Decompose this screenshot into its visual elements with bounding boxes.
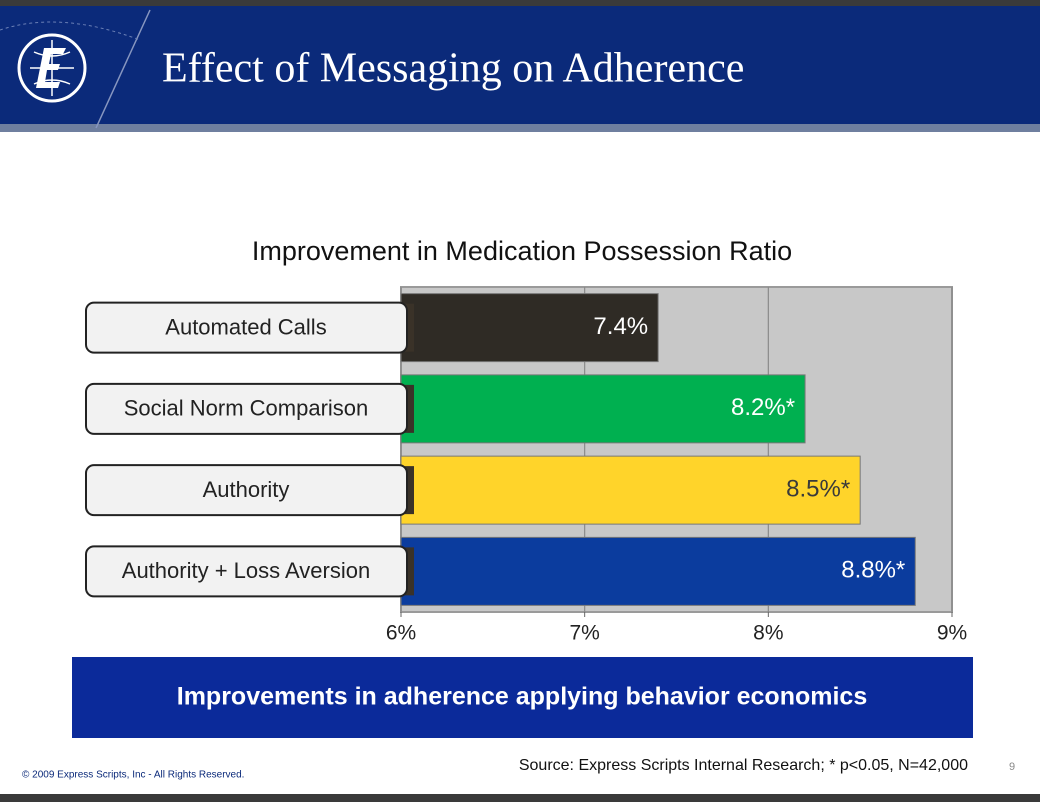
header-decoration xyxy=(0,21,141,41)
label-shadow xyxy=(404,466,414,515)
copyright: © 2009 Express Scripts, Inc - All Rights… xyxy=(22,770,244,781)
x-tick-label: 6% xyxy=(386,622,416,645)
bar xyxy=(400,536,916,606)
header-rule xyxy=(0,124,1040,132)
category-labels: Automated Calls Social Norm Comparison Aut… xyxy=(85,301,414,598)
value-label: 8.2%* xyxy=(731,394,795,421)
label-box xyxy=(85,301,408,354)
value-label: 8.5%* xyxy=(786,475,850,502)
chart-title: Improvement in Medication Possession Rat… xyxy=(252,236,792,266)
x-tick-label: 7% xyxy=(569,622,599,645)
category-label: Authority xyxy=(203,477,290,502)
logo xyxy=(17,33,87,103)
bar xyxy=(400,455,861,525)
bar xyxy=(400,374,806,444)
value-label: 8.8%* xyxy=(841,557,905,584)
label-shadow xyxy=(404,547,414,596)
category-label: Automated Calls xyxy=(165,314,326,339)
category-label: Social Norm Comparison xyxy=(124,396,369,421)
x-tick-label: 9% xyxy=(937,622,967,645)
label-box xyxy=(85,545,408,598)
label-box xyxy=(85,464,408,517)
label-shadow xyxy=(404,303,414,352)
top-border xyxy=(0,0,1040,6)
banner-text: Improvements in adherence applying behav… xyxy=(177,683,867,711)
label-box xyxy=(85,382,408,435)
slide-title: Effect of Messaging on Adherence xyxy=(162,46,744,92)
label-shadow xyxy=(404,384,414,433)
page-number: 9 xyxy=(1009,761,1015,773)
header-decoration xyxy=(95,9,151,129)
category-label: Authority + Loss Aversion xyxy=(122,558,370,583)
x-tick-label: 8% xyxy=(753,622,783,645)
bar xyxy=(400,293,659,363)
banner xyxy=(72,657,973,738)
value-label: 7.4% xyxy=(593,313,648,340)
logo-letter xyxy=(36,48,66,88)
source: Source: Express Scripts Internal Researc… xyxy=(519,757,968,774)
x-axis: 6% 7% 8% 9% xyxy=(386,612,967,645)
header-band xyxy=(0,6,1040,130)
bars: 7.4% 8.2%* 8.5%* 8.8%* xyxy=(400,293,916,606)
bottom-border xyxy=(0,794,1040,802)
logo-ring xyxy=(17,33,87,103)
